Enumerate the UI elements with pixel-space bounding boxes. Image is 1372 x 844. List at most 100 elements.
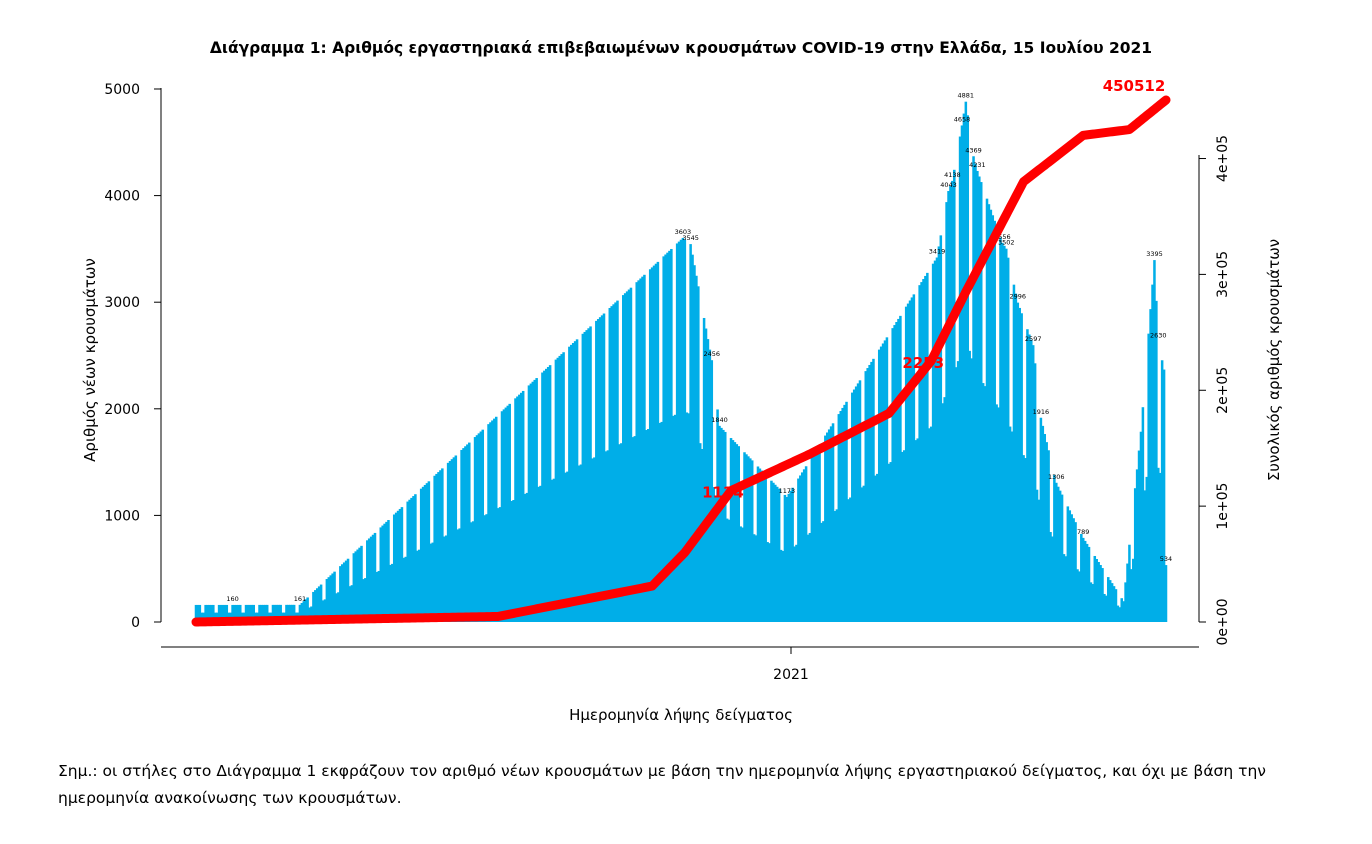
bar (1078, 571, 1081, 622)
bar (631, 437, 635, 622)
bar (573, 341, 577, 622)
bar (606, 450, 610, 622)
bar (1074, 522, 1077, 622)
bar (604, 451, 608, 622)
bar (623, 293, 627, 622)
bar (1012, 284, 1016, 622)
bar (315, 588, 319, 622)
bar (562, 352, 565, 622)
bar (1016, 302, 1020, 622)
bar (1143, 490, 1147, 622)
bar (546, 366, 550, 622)
bar (854, 386, 858, 622)
bar (323, 599, 327, 622)
bar (1101, 568, 1104, 622)
bar (810, 457, 814, 622)
bar-value-label: 4369 (965, 146, 982, 154)
bar (643, 274, 646, 622)
bar (396, 510, 400, 622)
bar (533, 379, 536, 622)
bar (620, 443, 623, 622)
bar (210, 604, 213, 622)
bar (976, 170, 979, 623)
bar (271, 604, 275, 622)
bar (387, 520, 390, 622)
bar (468, 442, 471, 622)
bar (417, 549, 421, 622)
bar (860, 487, 864, 622)
bar (725, 518, 729, 622)
bar (839, 411, 842, 622)
bar (479, 431, 483, 622)
bar (1126, 563, 1129, 622)
bar (889, 462, 893, 622)
bar-value-label: 2456 (704, 350, 721, 358)
bar (217, 604, 221, 622)
bar (826, 432, 829, 622)
cumulative-annotation: 450512 (1103, 77, 1166, 95)
bar (444, 535, 448, 622)
bar (729, 438, 733, 622)
bar (616, 300, 619, 622)
bar (868, 364, 871, 622)
bar (583, 331, 587, 622)
bar (808, 532, 812, 622)
bar (812, 453, 816, 622)
bar (800, 472, 804, 622)
bar (1133, 488, 1137, 622)
bar (633, 436, 637, 622)
cumulative-line (191, 95, 1171, 627)
bar (237, 604, 240, 622)
bar-value-label: 161 (294, 595, 306, 603)
bar (1043, 434, 1047, 622)
bar (675, 243, 679, 622)
bar (706, 339, 710, 622)
bar (1056, 486, 1060, 622)
bar (951, 180, 954, 622)
bar (785, 496, 789, 622)
bar (529, 383, 533, 622)
bar (777, 488, 781, 622)
bar (872, 358, 875, 622)
bar (493, 418, 496, 622)
bar (710, 360, 714, 622)
bar (779, 549, 783, 622)
bar (1114, 589, 1118, 622)
bar-value-label: 4138 (944, 171, 961, 179)
bar (498, 507, 502, 622)
bar-value-label: 3502 (998, 239, 1015, 247)
bar (862, 485, 866, 622)
bar (754, 535, 758, 622)
bar (824, 435, 827, 622)
bar (1047, 450, 1050, 622)
bar (419, 488, 423, 622)
bar (1028, 334, 1031, 622)
bar (494, 416, 498, 622)
bar (491, 420, 494, 622)
bar (962, 113, 966, 622)
bar (987, 204, 991, 622)
bar (739, 526, 742, 622)
bar (881, 343, 885, 622)
bar (866, 368, 869, 622)
bar (647, 429, 650, 622)
bar (341, 564, 344, 622)
bar (1072, 518, 1075, 622)
bar (877, 349, 881, 622)
bar-value-label: 3556 (994, 233, 1011, 241)
bar (841, 407, 844, 622)
bar (799, 475, 802, 622)
bar (1116, 605, 1120, 622)
bar (1139, 431, 1143, 622)
bar (400, 507, 404, 622)
bar (983, 386, 987, 622)
bar (722, 429, 725, 622)
bar (381, 525, 384, 622)
bar (1051, 536, 1054, 622)
bar (683, 239, 687, 622)
bar (724, 431, 727, 622)
bar (677, 241, 681, 623)
bar (304, 599, 307, 622)
bar (956, 361, 960, 622)
bar (545, 368, 548, 622)
